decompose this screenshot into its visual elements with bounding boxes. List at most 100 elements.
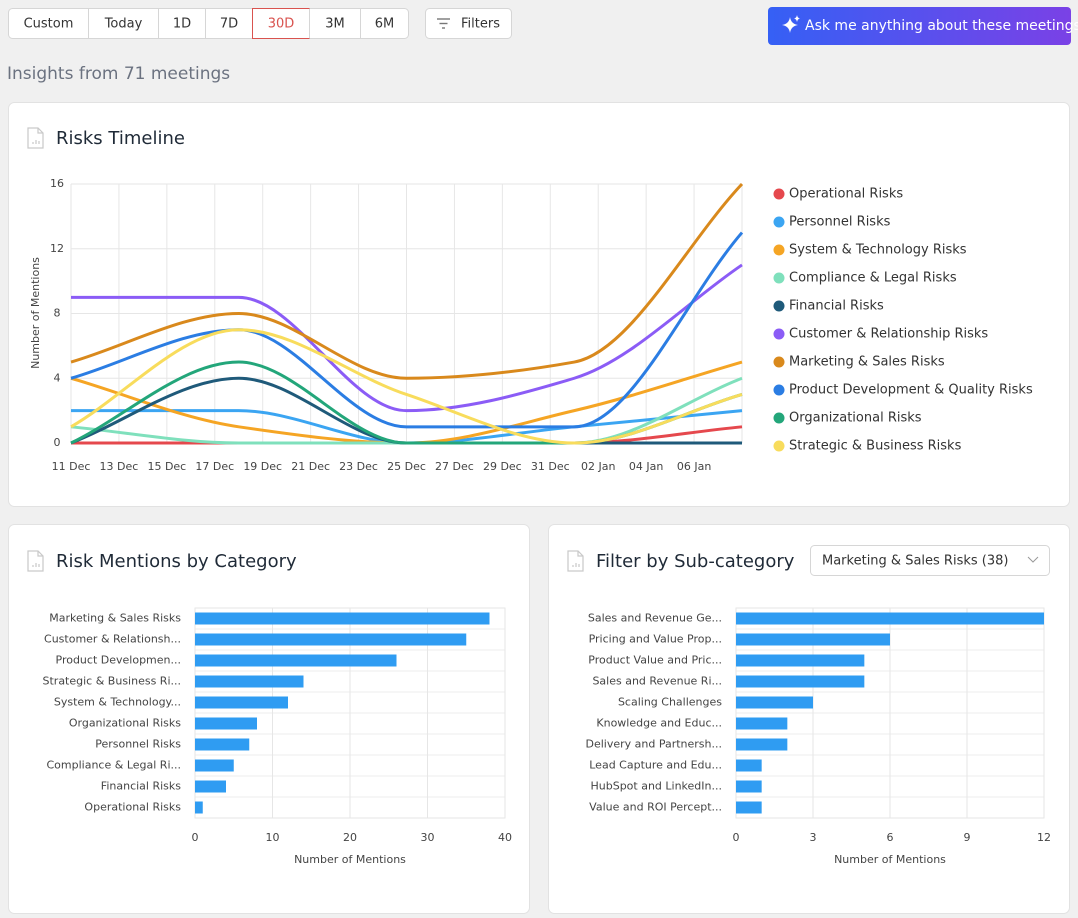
x-tick-label: 11 Dec [52,460,91,473]
x-tick-label: 19 Dec [243,460,282,473]
y-tick-label: Customer & Relationsh... [44,633,181,646]
x-tick-label: 21 Dec [291,460,330,473]
range-button[interactable]: Today [104,17,143,32]
legend-label: Compliance & Legal Risks [789,271,957,286]
y-tick-label: 4 [54,371,61,384]
x-tick-label: 25 Dec [387,460,426,473]
range-button[interactable]: 7D [220,17,238,32]
x-tick-label: 6 [887,831,894,844]
range-button[interactable]: 1D [173,17,191,32]
x-tick-label: 40 [498,831,512,844]
range-button[interactable]: 6M [375,17,395,32]
chart-title: Risk Mentions by Category [56,551,297,572]
bar [195,738,250,751]
legend-swatch [773,328,785,340]
legend-label: Strategic & Business Risks [789,439,962,454]
bar [195,801,203,814]
x-tick-label: 9 [964,831,971,844]
insights-heading: Insights from 71 meetings [7,64,230,84]
filters-button[interactable] [425,8,512,39]
range-button[interactable]: 30D [268,17,295,32]
y-tick-label: System & Technology... [54,696,181,709]
range-button[interactable]: Custom [24,17,74,32]
x-tick-label: 17 Dec [195,460,234,473]
bar [736,801,762,814]
y-tick-label: HubSpot and LinkedIn... [590,780,722,793]
y-tick-label: Organizational Risks [69,717,181,730]
y-tick-label: Financial Risks [101,780,181,793]
bar [195,675,304,688]
y-tick-label: Compliance & Legal Ri... [47,759,182,772]
y-tick-label: 0 [54,436,61,449]
bar [736,612,1044,625]
x-tick-label: 0 [733,831,740,844]
legend-label: Product Development & Quality Risks [789,383,1033,398]
x-tick-label: 10 [266,831,280,844]
legend-label: Personnel Risks [789,215,891,230]
toolbar: Custom Today 1D 7D 30D 3M 6M [8,8,409,39]
doc-icons [27,127,584,572]
x-tick-label: 27 Dec [435,460,474,473]
legend-swatch [773,300,785,312]
bar [736,759,762,772]
series-line [71,263,743,413]
y-tick-label: Knowledge and Educ... [596,717,722,730]
legend-swatch [773,384,785,396]
y-tick-label: Personnel Risks [95,738,181,751]
x-tick-label: 13 Dec [100,460,139,473]
x-tick-label: 3 [810,831,817,844]
dropdown-value: Marketing & Sales Risks (38) [822,554,1008,569]
chart-title: Filter by Sub-category [596,551,795,572]
filter-icon [437,18,450,29]
legend-label: Operational Risks [789,187,903,202]
legend-swatch [773,188,785,200]
bar [736,696,813,709]
y-tick-label: Scaling Challenges [618,696,722,709]
x-tick-label: 12 [1037,831,1051,844]
dropdown-chevron [1027,556,1039,563]
bar [195,633,467,646]
y-axis-label: Number of Mentions [29,257,42,369]
y-tick-label: Pricing and Value Prop... [589,633,722,646]
x-axis-label: Number of Mentions [834,853,946,866]
legend-label: Financial Risks [789,299,884,314]
bar [736,633,890,646]
bar [195,612,490,625]
bar [195,780,226,793]
legend-label: Customer & Relationship Risks [789,327,988,342]
x-tick-label: 06 Jan [677,460,711,473]
series-line [70,182,744,380]
legend-label: Marketing & Sales Risks [789,355,945,370]
bar [195,717,257,730]
y-tick-label: Lead Capture and Edu... [589,759,722,772]
sparkle-icon [782,15,800,33]
x-tick-label: 31 Dec [531,460,570,473]
bar [736,717,788,730]
x-tick-label: 30 [421,831,435,844]
x-tick-label: 20 [343,831,357,844]
y-tick-label: Marketing & Sales Risks [49,612,181,625]
series-line [70,328,743,445]
subcategory-dropdown[interactable] [810,545,1050,576]
y-tick-label: 12 [50,242,64,255]
bar [736,654,865,667]
range-button[interactable]: 3M [325,17,345,32]
y-tick-label: Value and ROI Percept... [589,801,722,814]
legend-swatch [773,356,785,368]
chart-title: Risks Timeline [56,128,185,149]
legend-swatch [773,412,785,424]
legend-swatch [773,272,785,284]
ask-button[interactable] [768,7,1071,45]
range-selected [252,8,310,39]
y-tick-label: Sales and Revenue Ge... [588,612,722,625]
x-tick-label: 04 Jan [629,460,663,473]
y-tick-label: Sales and Revenue Ri... [592,675,722,688]
timeline-card [8,102,1070,507]
x-axis-label: Number of Mentions [294,853,406,866]
y-tick-label: Delivery and Partnersh... [585,738,722,751]
bar [736,738,788,751]
bar [736,780,762,793]
x-tick-label: 02 Jan [581,460,615,473]
legend-label: Organizational Risks [789,411,922,426]
